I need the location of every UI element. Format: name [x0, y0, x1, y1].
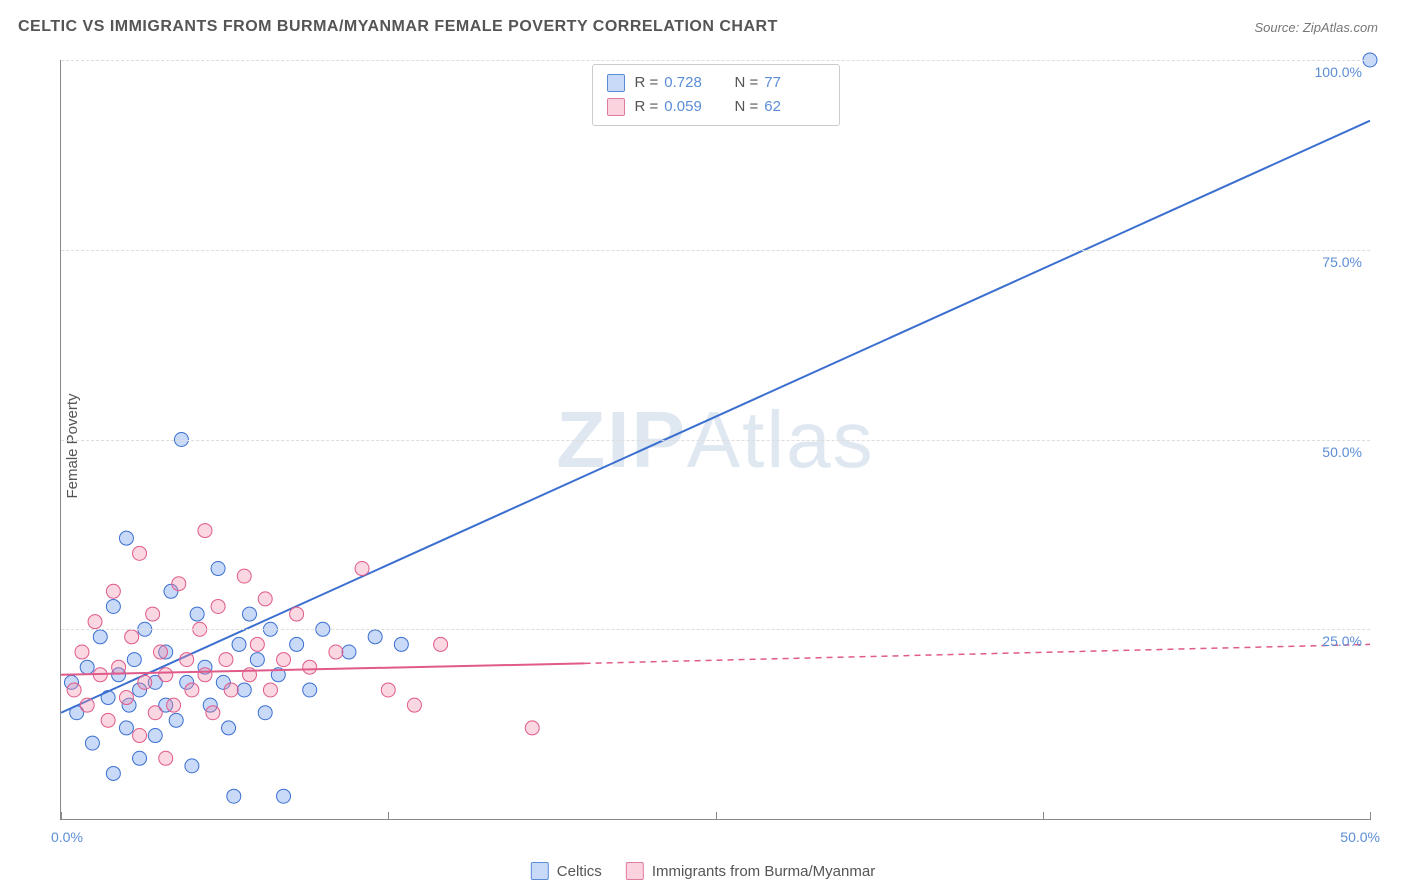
scatter-point [190, 607, 204, 621]
scatter-point [172, 577, 186, 591]
scatter-point [355, 562, 369, 576]
scatter-point [206, 706, 220, 720]
scatter-point [75, 645, 89, 659]
scatter-point [232, 637, 246, 651]
scatter-point [219, 653, 233, 667]
scatter-point [125, 630, 139, 644]
trend-line [61, 121, 1370, 713]
trend-line [61, 663, 585, 674]
scatter-point [148, 729, 162, 743]
xtick-label-min: 0.0% [51, 829, 83, 845]
scatter-point [112, 660, 126, 674]
scatter-point [101, 713, 115, 727]
xtick [1370, 812, 1371, 820]
ytick-label: 100.0% [1315, 64, 1362, 80]
scatter-point [250, 637, 264, 651]
scatter-point [250, 653, 264, 667]
scatter-point [368, 630, 382, 644]
scatter-point [159, 751, 173, 765]
scatter-point [127, 653, 141, 667]
scatter-point [277, 789, 291, 803]
scatter-point [525, 721, 539, 735]
trend-line-ext [585, 644, 1370, 663]
xtick [716, 812, 717, 820]
scatter-point [329, 645, 343, 659]
ytick-label: 75.0% [1322, 254, 1362, 270]
legend-item-celtics: Celtics [531, 862, 602, 880]
scatter-point [80, 698, 94, 712]
xtick [61, 812, 62, 820]
scatter-point [227, 789, 241, 803]
scatter-point [185, 759, 199, 773]
scatter-point [198, 524, 212, 538]
gridline [61, 60, 1370, 61]
scatter-point [93, 630, 107, 644]
scatter-point [133, 546, 147, 560]
scatter-point [159, 668, 173, 682]
swatch-icon [531, 862, 549, 880]
scatter-point [290, 607, 304, 621]
scatter-point [434, 637, 448, 651]
scatter-point [258, 706, 272, 720]
scatter-point [148, 706, 162, 720]
scatter-point [133, 729, 147, 743]
scatter-point [394, 637, 408, 651]
gridline [61, 440, 1370, 441]
scatter-point [67, 683, 81, 697]
chart-title: CELTIC VS IMMIGRANTS FROM BURMA/MYANMAR … [18, 18, 778, 36]
scatter-point [342, 645, 356, 659]
scatter-point [80, 660, 94, 674]
scatter-point [237, 569, 251, 583]
legend-label: Immigrants from Burma/Myanmar [652, 863, 875, 880]
scatter-point [169, 713, 183, 727]
scatter-point [303, 660, 317, 674]
scatter-point [277, 653, 291, 667]
scatter-point [167, 698, 181, 712]
xtick-label-max: 50.0% [1340, 829, 1380, 845]
scatter-point [407, 698, 421, 712]
scatter-point [237, 683, 251, 697]
swatch-icon [626, 862, 644, 880]
scatter-point [185, 683, 199, 697]
scatter-point [153, 645, 167, 659]
scatter-point [106, 584, 120, 598]
gridline [61, 250, 1370, 251]
gridline [61, 629, 1370, 630]
legend-label: Celtics [557, 863, 602, 880]
scatter-point [224, 683, 238, 697]
scatter-point [88, 615, 102, 629]
scatter-point [211, 562, 225, 576]
scatter-point [290, 637, 304, 651]
scatter-point [198, 668, 212, 682]
xtick [1043, 812, 1044, 820]
scatter-point [133, 751, 147, 765]
scatter-point [381, 683, 395, 697]
scatter-point [119, 691, 133, 705]
scatter-point [242, 607, 256, 621]
scatter-point [211, 599, 225, 613]
scatter-point [85, 736, 99, 750]
scatter-point [138, 675, 152, 689]
scatter-point [146, 607, 160, 621]
scatter-point [222, 721, 236, 735]
ytick-label: 25.0% [1322, 633, 1362, 649]
scatter-point [106, 599, 120, 613]
scatter-point [180, 653, 194, 667]
scatter-point [303, 683, 317, 697]
legend-bottom: Celtics Immigrants from Burma/Myanmar [531, 862, 875, 880]
source-label: Source: ZipAtlas.com [1254, 20, 1378, 35]
ytick-label: 50.0% [1322, 444, 1362, 460]
scatter-point [106, 766, 120, 780]
legend-item-burma: Immigrants from Burma/Myanmar [626, 862, 875, 880]
xtick [388, 812, 389, 820]
scatter-point [258, 592, 272, 606]
scatter-point [263, 683, 277, 697]
scatter-point [119, 531, 133, 545]
scatter-point [119, 721, 133, 735]
plot-area: ZIPAtlas R =0.728 N =77 R =0.059 N =62 0… [60, 60, 1370, 820]
